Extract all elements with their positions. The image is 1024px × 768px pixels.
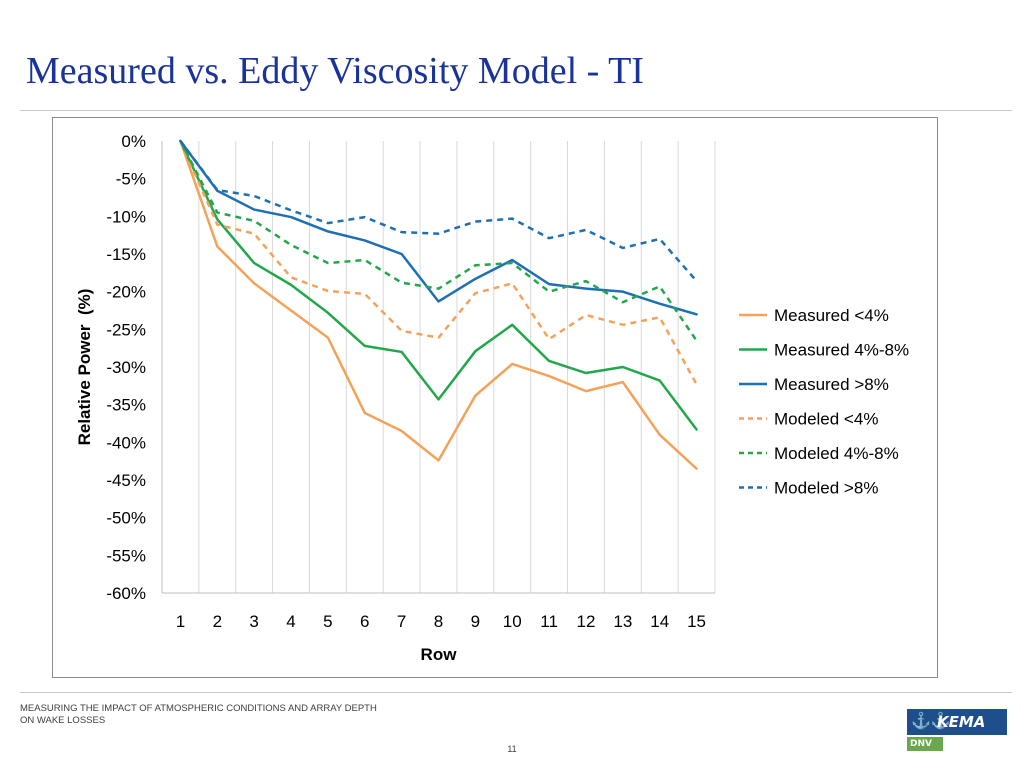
y-tick-label: 0%	[121, 132, 146, 151]
y-tick-label: -25%	[106, 320, 146, 339]
footer-text: MEASURING THE IMPACT OF ATMOSPHERIC COND…	[20, 703, 377, 726]
y-tick-label: -40%	[106, 433, 146, 452]
series-line-measured-8-	[179, 139, 698, 316]
y-tick-label: -35%	[106, 396, 146, 415]
y-tick-label: -50%	[106, 509, 146, 528]
footer-divider	[20, 692, 1012, 693]
line-chart: 0% -5% -10% -15% -20% -25% -30% -35% -40% -45% -50…	[75, 132, 909, 664]
y-tick-label: -60%	[106, 584, 146, 603]
chart-frame: 0% -5% -10% -15% -20% -25% -30% -35% -40% -45% -50…	[52, 117, 938, 678]
series-line-modeled-4-8-	[179, 140, 698, 342]
x-tick-label: 4	[286, 612, 295, 631]
x-tick-label: 13	[613, 612, 632, 631]
legend-label: Modeled 4%-8%	[774, 444, 899, 463]
y-tick-label: -55%	[106, 546, 146, 565]
x-tick-label: 11	[540, 612, 558, 631]
series-line-modeled-8-	[179, 140, 698, 282]
kema-dnv-logo: ⚓⚓ KEMA DNV	[907, 709, 1007, 751]
x-tick-label: 9	[471, 612, 480, 631]
logo-sub: DNV	[910, 739, 932, 749]
y-tick-label: -5%	[116, 170, 146, 189]
legend-label: Modeled <4%	[774, 410, 878, 429]
x-tick-label: 12	[577, 612, 596, 631]
x-tick-label: 10	[503, 612, 522, 631]
x-tick-label: 6	[360, 612, 369, 631]
x-axis-title: Row	[421, 645, 458, 664]
y-tick-label: -30%	[106, 358, 146, 377]
y-axis-title: Relative Power (%)	[75, 289, 94, 446]
x-tick-label: 5	[323, 612, 332, 631]
y-tick-label: -20%	[106, 283, 146, 302]
y-tick-label: -15%	[106, 245, 146, 264]
x-tick-label: 7	[397, 612, 406, 631]
x-tick-label: 1	[176, 612, 185, 631]
legend-label: Modeled >8%	[774, 479, 878, 498]
x-tick-label: 8	[434, 612, 443, 631]
y-tick-label: -45%	[106, 471, 146, 490]
x-tick-label: 3	[249, 612, 258, 631]
logo-sub-banner: DNV	[907, 737, 943, 751]
x-tick-label: 2	[213, 612, 222, 631]
logo-banner: ⚓⚓ KEMA	[907, 709, 1007, 735]
title-divider	[20, 110, 1012, 111]
slide-title: Measured vs. Eddy Viscosity Model - TI	[26, 50, 644, 92]
anchors-icon: ⚓⚓	[911, 713, 951, 730]
series-line-measured-4-	[179, 139, 698, 470]
page-number: 11	[507, 744, 517, 754]
x-tick-label: 14	[650, 612, 669, 631]
legend-label: Measured <4%	[774, 306, 889, 325]
series-line-measured-4-8-	[179, 139, 698, 431]
series-line-modeled-4-	[179, 140, 698, 385]
legend-label: Measured >8%	[774, 375, 889, 394]
x-tick-label: 15	[687, 612, 706, 631]
legend-label: Measured 4%-8%	[774, 341, 909, 360]
y-tick-label: -10%	[106, 207, 146, 226]
logo-word: KEMA	[937, 713, 986, 731]
